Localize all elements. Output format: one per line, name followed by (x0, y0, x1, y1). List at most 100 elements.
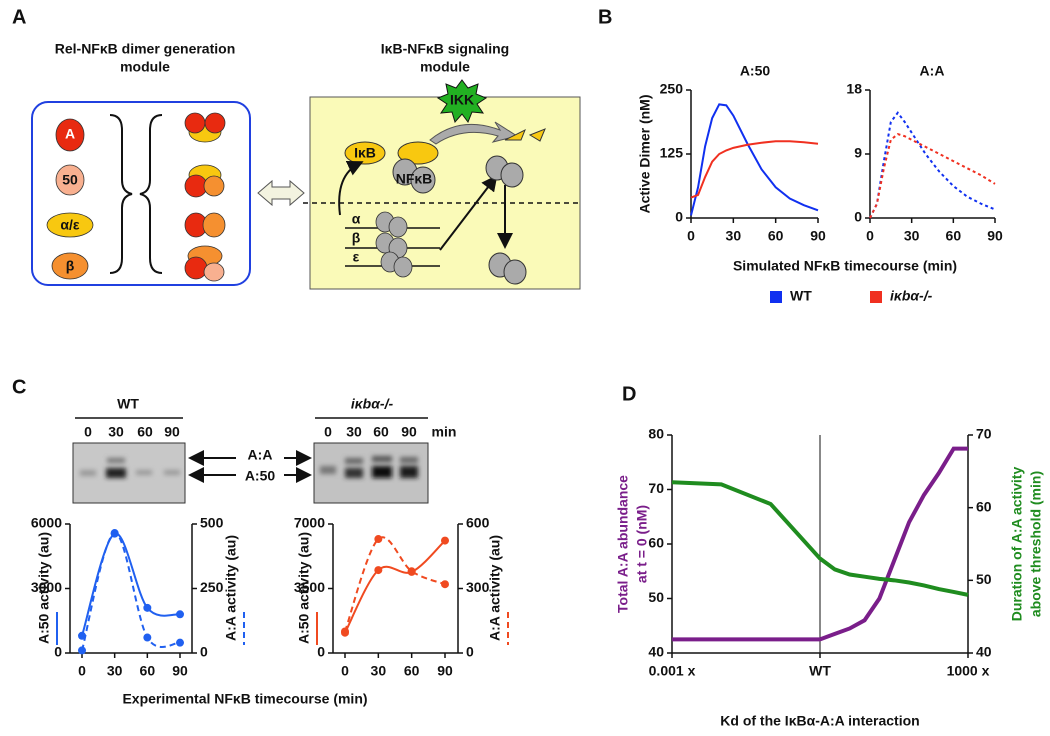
y-tick-label: 0 (54, 644, 62, 660)
x-tick-label: 60 (768, 228, 784, 244)
module-title: IκB-NFκB signaling (381, 41, 509, 57)
y2-tick-label: 70 (976, 426, 992, 442)
phospho-arrow (429, 121, 519, 145)
x-axis-label: Simulated NFκB timecourse (min) (733, 258, 957, 274)
x-tick-label: 30 (726, 228, 742, 244)
dimers (184, 112, 226, 282)
module-title: module (420, 59, 470, 75)
data-point (407, 567, 416, 576)
monomer-label: A (65, 126, 75, 142)
series-line (869, 132, 996, 219)
nfkb (410, 166, 436, 194)
y2-tick-label: 0 (466, 644, 474, 660)
data-point (176, 638, 184, 647)
y-tick-label: 9 (854, 145, 862, 161)
unit-label: min (432, 424, 457, 440)
data-point (374, 535, 383, 544)
arrow (439, 174, 498, 251)
y2-tick-label: 0 (200, 644, 208, 660)
chart-title: A:A (920, 63, 945, 79)
x-tick-label: 0.001 x (649, 663, 696, 679)
data-point (374, 566, 383, 575)
x-axis-label: Kd of the IκBα-A:A interaction (720, 713, 919, 729)
lane-label: 0 (84, 424, 92, 440)
series-line (81, 532, 181, 651)
y-tick-label: 3000 (31, 579, 62, 595)
arrow (338, 160, 364, 216)
monomer-label: α/ε (60, 217, 79, 233)
y-tick-label: 60 (648, 535, 664, 551)
x-tick-label: WT (809, 663, 831, 679)
axis-label: A:A activity (au) (223, 535, 239, 641)
axis-label: Active Dimer (nM) (637, 94, 653, 213)
panel-label: D (622, 383, 636, 405)
module-box (309, 96, 581, 290)
lane-label: 60 (373, 424, 389, 440)
gene-label: α (352, 211, 361, 227)
y-tick-label: 6000 (31, 515, 62, 531)
series-line (869, 111, 996, 219)
x-tick-label: 0 (78, 663, 86, 679)
double-arrow (257, 179, 305, 207)
axis-label: A:A activity (au) (487, 535, 503, 641)
series-line (672, 446, 968, 642)
ikb (344, 141, 386, 165)
lane-label: 90 (401, 424, 417, 440)
x-tick-label: 90 (810, 228, 826, 244)
x-tick-label: 1000 x (947, 663, 990, 679)
brace (139, 114, 163, 274)
data-point (341, 627, 349, 636)
data-point (143, 633, 152, 642)
ikk-label: IKK (450, 92, 474, 108)
data-point (176, 610, 184, 619)
y2-tick-label: 500 (200, 515, 224, 531)
y2-tick-label: 50 (976, 571, 992, 587)
axis-label: Total A:A abundance (615, 475, 631, 613)
axis-label: A:50 activity (au) (296, 532, 312, 644)
x-tick-label: 60 (404, 663, 420, 679)
gene-label: β (352, 230, 361, 246)
y-tick-label: 3500 (294, 579, 325, 595)
axis-label: above threshold (min) (1028, 471, 1044, 617)
band-label: A:A (248, 447, 273, 463)
x-tick-label: 90 (987, 228, 1003, 244)
x-tick-label: 90 (172, 663, 188, 679)
y-tick-label: 50 (648, 589, 664, 605)
gel-group: iκbα-/- (351, 396, 394, 412)
y-tick-label: 0 (854, 209, 862, 225)
y2-tick-label: 600 (466, 515, 490, 531)
y-tick-label: 40 (648, 644, 664, 660)
ikb-label: IκB (354, 145, 376, 161)
lane-label: 0 (324, 424, 332, 440)
monomer-label: β (66, 258, 75, 274)
module-title: Rel-NFκB dimer generation (55, 41, 236, 57)
x-tick-label: 0 (687, 228, 695, 244)
lane-label: 30 (108, 424, 124, 440)
x-tick-label: 30 (371, 663, 387, 679)
monomer-label: 50 (62, 172, 78, 188)
y2-tick-label: 40 (976, 644, 992, 660)
data-point (78, 646, 86, 655)
series-line (344, 536, 446, 632)
data-point (441, 580, 449, 589)
ikk-star (436, 79, 488, 124)
y-tick-label: 70 (648, 480, 664, 496)
x-tick-label: 0 (341, 663, 349, 679)
x-tick-label: 60 (140, 663, 156, 679)
data-point (143, 603, 152, 612)
axis-label: Duration of A:A activity (1009, 467, 1025, 622)
lane-label: 90 (164, 424, 180, 440)
monomers (46, 118, 94, 280)
x-tick-label: 30 (107, 663, 123, 679)
module-title: module (120, 59, 170, 75)
series-line (344, 539, 446, 634)
y2-tick-label: 250 (200, 579, 224, 595)
x-tick-label: 90 (437, 663, 453, 679)
x-tick-label: 60 (946, 228, 962, 244)
x-tick-label: 30 (904, 228, 920, 244)
x-axis-label: Experimental NFκB timecourse (min) (122, 691, 367, 707)
legend-label: iκbα-/- (890, 288, 933, 304)
brace (109, 114, 133, 274)
gene-label: ε (353, 249, 360, 265)
